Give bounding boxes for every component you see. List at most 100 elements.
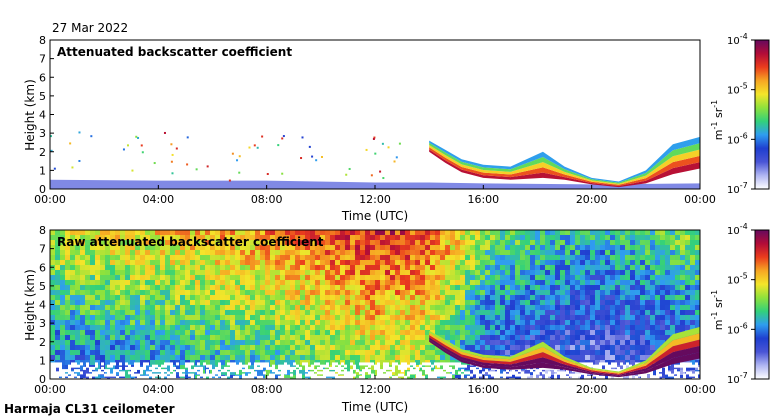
noise-speckle	[596, 373, 599, 377]
heatmap-cell	[385, 255, 390, 260]
heatmap-cell	[190, 355, 195, 360]
heatmap-cell	[115, 365, 120, 370]
heatmap-cell	[600, 285, 605, 290]
heatmap-cell	[120, 280, 125, 285]
heatmap-cell	[260, 240, 265, 245]
heatmap-cell	[160, 245, 165, 250]
heatmap-cell	[155, 330, 160, 335]
heatmap-cell	[525, 325, 530, 330]
heatmap-cell	[365, 345, 370, 350]
heatmap-cell	[680, 295, 685, 300]
heatmap-cell	[625, 270, 630, 275]
heatmap-cell	[265, 355, 270, 360]
heatmap-cell	[480, 330, 485, 335]
echo-speck	[153, 162, 156, 165]
noise-speckle	[599, 375, 602, 379]
heatmap-cell	[295, 320, 300, 325]
heatmap-cell	[350, 315, 355, 320]
noise-speckle	[62, 371, 65, 375]
heatmap-cell	[620, 235, 625, 240]
heatmap-cell	[495, 345, 500, 350]
heatmap-cell	[50, 325, 55, 330]
heatmap-cell	[630, 335, 635, 340]
echo-speck	[238, 155, 241, 158]
noise-speckle	[305, 369, 308, 373]
heatmap-cell	[370, 240, 375, 245]
noise-speckle	[431, 371, 434, 375]
heatmap-cell	[405, 270, 410, 275]
heatmap-cell	[180, 330, 185, 335]
heatmap-cell	[465, 305, 470, 310]
noise-speckle	[404, 375, 407, 379]
heatmap-cell	[450, 340, 455, 345]
noise-speckle	[413, 362, 416, 366]
heatmap-cell	[250, 335, 255, 340]
heatmap-cell	[350, 250, 355, 255]
heatmap-cell	[195, 230, 200, 235]
noise-speckle	[161, 369, 164, 373]
heatmap-cell	[215, 335, 220, 340]
noise-speckle	[287, 364, 290, 368]
noise-speckle	[350, 371, 353, 375]
heatmap-cell	[160, 295, 165, 300]
heatmap-cell	[570, 295, 575, 300]
noise-speckle	[695, 362, 698, 366]
heatmap-cell	[210, 350, 215, 355]
heatmap-cell	[650, 335, 655, 340]
heatmap-cell	[70, 270, 75, 275]
heatmap-cell	[105, 305, 110, 310]
heatmap-cell	[480, 265, 485, 270]
heatmap-cell	[250, 360, 255, 365]
heatmap-cell	[165, 330, 170, 335]
heatmap-cell	[255, 245, 260, 250]
heatmap-cell	[335, 320, 340, 325]
heatmap-cell	[255, 240, 260, 245]
heatmap-cell	[525, 265, 530, 270]
heatmap-cell	[330, 250, 335, 255]
heatmap-cell	[485, 295, 490, 300]
heatmap-cell	[90, 285, 95, 290]
heatmap-cell	[240, 370, 245, 375]
heatmap-cell	[625, 335, 630, 340]
heatmap-cell	[395, 245, 400, 250]
noise-speckle	[341, 375, 344, 379]
heatmap-cell	[260, 260, 265, 265]
heatmap-cell	[280, 230, 285, 235]
heatmap-cell	[625, 305, 630, 310]
heatmap-cell	[310, 330, 315, 335]
heatmap-cell	[220, 305, 225, 310]
heatmap-cell	[695, 235, 700, 240]
heatmap-cell	[215, 345, 220, 350]
y-tick-label: 6	[39, 261, 46, 274]
heatmap-cell	[655, 250, 660, 255]
heatmap-cell	[560, 265, 565, 270]
heatmap-cell	[400, 370, 405, 375]
heatmap-cell	[430, 325, 435, 330]
heatmap-cell	[440, 335, 445, 340]
heatmap-cell	[215, 360, 220, 365]
heatmap-cell	[80, 230, 85, 235]
heatmap-cell	[315, 320, 320, 325]
noise-speckle	[401, 369, 404, 373]
heatmap-cell	[435, 325, 440, 330]
heatmap-cell	[695, 245, 700, 250]
heatmap-cell	[230, 315, 235, 320]
heatmap-cell	[130, 305, 135, 310]
heatmap-cell	[505, 350, 510, 355]
noise-speckle	[311, 366, 314, 370]
heatmap-cell	[360, 290, 365, 295]
heatmap-cell	[170, 245, 175, 250]
heatmap-cell	[625, 330, 630, 335]
heatmap-cell	[615, 235, 620, 240]
heatmap-cell	[120, 250, 125, 255]
heatmap-cell	[65, 360, 70, 365]
heatmap-cell	[210, 340, 215, 345]
heatmap-cell	[310, 280, 315, 285]
heatmap-cell	[180, 340, 185, 345]
heatmap-cell	[285, 300, 290, 305]
heatmap-cell	[120, 270, 125, 275]
heatmap-cell	[310, 340, 315, 345]
heatmap-cell	[470, 245, 475, 250]
heatmap-cell	[375, 290, 380, 295]
